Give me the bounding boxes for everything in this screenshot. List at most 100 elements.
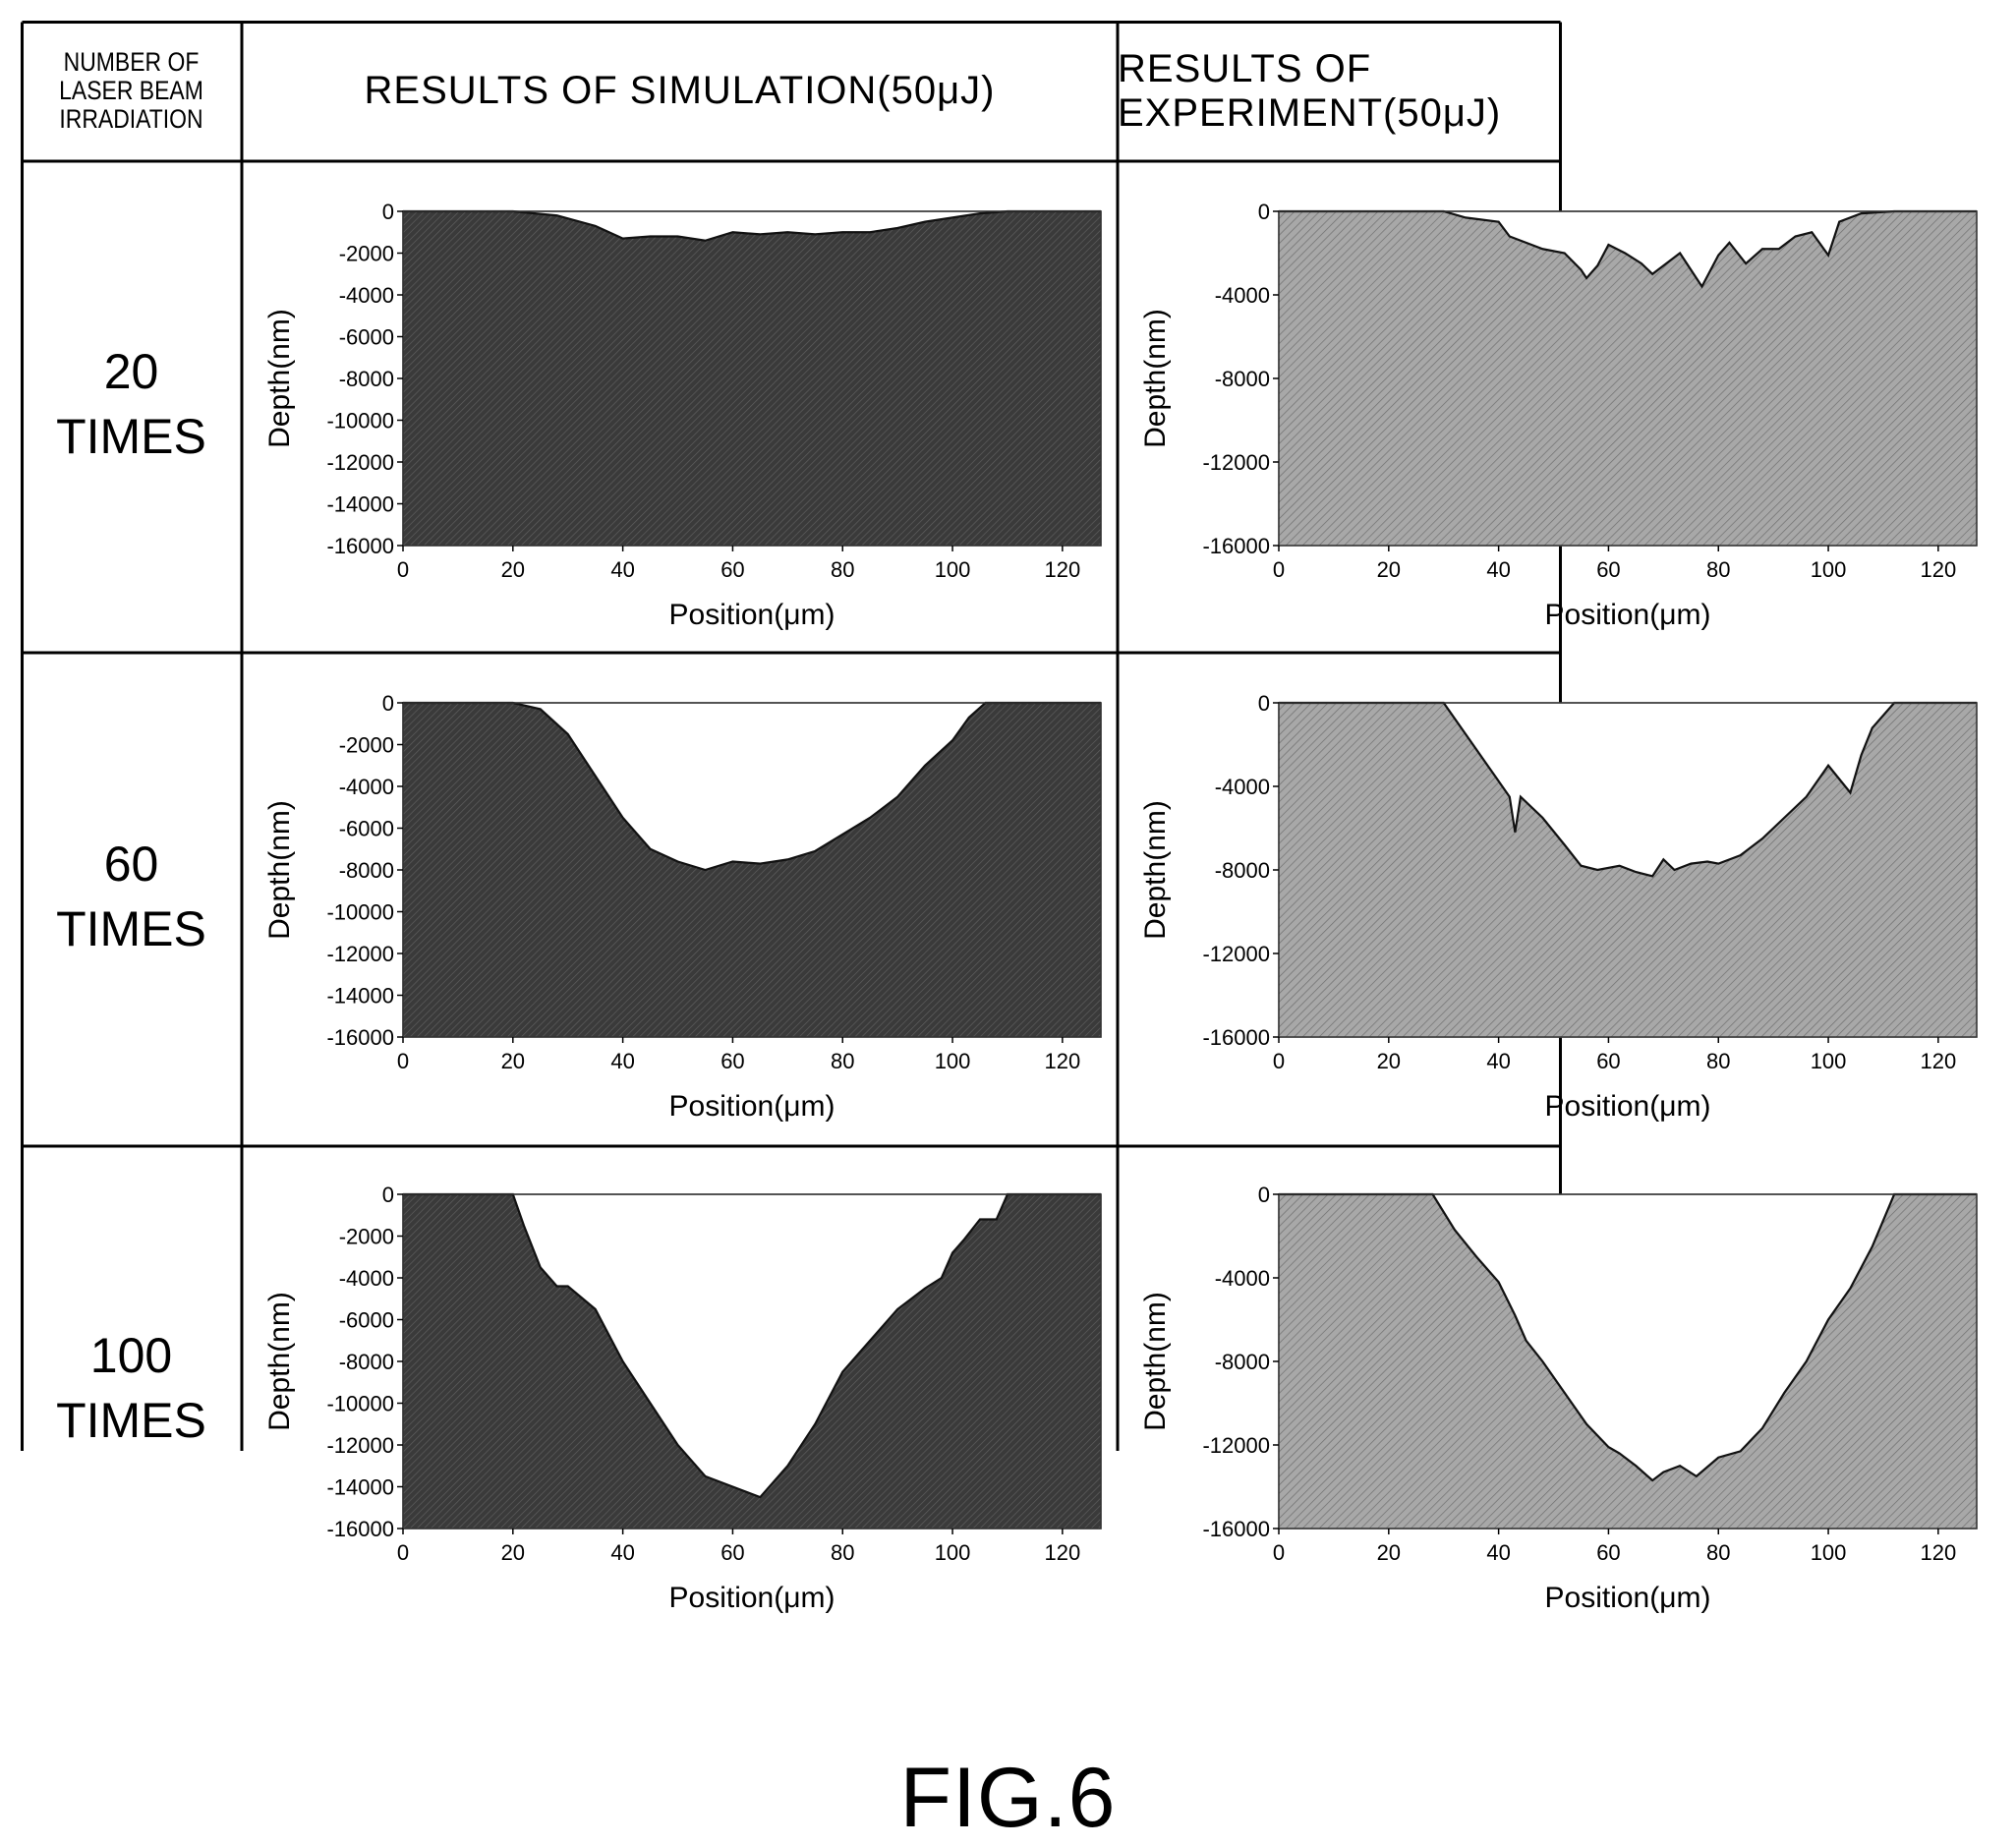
y-tick-label: -12000 <box>1202 942 1270 966</box>
y-axis-label: Depth(nm) <box>1139 1292 1172 1431</box>
y-tick-label: 0 <box>382 1183 394 1207</box>
y-tick-label: -4000 <box>1215 1266 1270 1291</box>
x-tick-label: 60 <box>720 1049 744 1073</box>
chart-svg: 0 -2000 -4000 -6000 -8000 -10000 -12000 -14000 -… <box>263 691 1102 1123</box>
x-tick-label: 0 <box>1273 557 1285 582</box>
y-tick-label: -16000 <box>1202 534 1270 558</box>
chart-100-times-simulation: 0 -2000 -4000 -6000 -8000 -10000 -12000 -14000 -… <box>246 1150 1111 1622</box>
y-axis-label: Depth(nm) <box>263 309 296 448</box>
x-tick-label: 40 <box>610 557 634 582</box>
x-tick-label: 0 <box>1273 1049 1285 1073</box>
experiment-column-header: RESULTS OF EXPERIMENT(50μJ) <box>1118 46 1502 135</box>
x-tick-label: 100 <box>935 557 971 582</box>
y-tick-label: -4000 <box>1215 283 1270 308</box>
x-tick-label: 120 <box>1045 1049 1081 1073</box>
y-tick-label: 0 <box>382 691 394 716</box>
corner-header-line-2: LASER BEAM <box>59 76 203 105</box>
x-tick-label: 120 <box>1921 1049 1957 1073</box>
x-tick-label: 100 <box>935 1049 971 1073</box>
row-label-100-times: 100 TIMES <box>21 1323 242 1453</box>
y-tick-label: -16000 <box>1202 1025 1270 1050</box>
y-tick-label: 0 <box>1258 691 1270 716</box>
y-tick-label: -8000 <box>1215 367 1270 391</box>
row-count-20: 20 <box>103 344 159 399</box>
x-tick-label: 20 <box>501 1049 525 1073</box>
y-tick-label: -14000 <box>326 492 394 517</box>
row-label-60-times: 60 TIMES <box>21 832 242 961</box>
x-tick-label: 0 <box>397 557 409 582</box>
figure-label: FIG.6 <box>899 1751 1117 1845</box>
depth-profile-line <box>403 1192 1101 1499</box>
chart-60-times-simulation: 0 -2000 -4000 -6000 -8000 -10000 -12000 -14000 -… <box>246 659 1111 1130</box>
x-tick-label: 20 <box>1377 1049 1401 1073</box>
y-tick-label: -6000 <box>339 1308 394 1333</box>
depth-profile-area <box>403 1194 1101 1529</box>
y-tick-label: 0 <box>1258 1183 1270 1207</box>
x-axis-label: Position(μm) <box>669 599 835 631</box>
x-tick-label: 80 <box>831 557 854 582</box>
x-tick-label: 80 <box>831 1049 854 1073</box>
y-tick-label: -12000 <box>1202 450 1270 475</box>
x-tick-label: 40 <box>610 1540 634 1565</box>
x-axis-label: Position(μm) <box>669 1090 835 1123</box>
depth-profile-area <box>1279 211 1977 546</box>
y-tick-label: -8000 <box>1215 1350 1270 1374</box>
x-tick-label: 60 <box>720 557 744 582</box>
y-axis-label: Depth(nm) <box>263 800 296 940</box>
row-unit-60: TIMES <box>56 901 206 956</box>
y-tick-label: -12000 <box>326 450 394 475</box>
x-tick-label: 80 <box>1706 1540 1730 1565</box>
x-tick-label: 120 <box>1921 557 1957 582</box>
x-tick-label: 20 <box>501 1540 525 1565</box>
row-count-100: 100 <box>89 1328 173 1383</box>
x-tick-label: 20 <box>1377 557 1401 582</box>
x-tick-label: 0 <box>1273 1540 1285 1565</box>
x-tick-label: 100 <box>1811 557 1847 582</box>
depth-profile-line <box>1279 701 1977 878</box>
y-tick-label: -8000 <box>339 1350 394 1374</box>
row-count-60: 60 <box>103 837 159 892</box>
y-tick-label: -6000 <box>339 325 394 350</box>
depth-profile-area <box>403 703 1101 1037</box>
x-tick-label: 80 <box>1706 1049 1730 1073</box>
y-tick-label: -12000 <box>326 1433 394 1458</box>
y-tick-label: 0 <box>1258 200 1270 224</box>
x-tick-label: 80 <box>1706 557 1730 582</box>
y-tick-label: -16000 <box>326 534 394 558</box>
chart-20-times-simulation: 0 -2000 -4000 -6000 -8000 -10000 -12000 -14000 -… <box>246 167 1111 639</box>
y-tick-label: -12000 <box>1202 1433 1270 1458</box>
simulation-column-header: RESULTS OF SIMULATION(50μJ) <box>364 69 996 112</box>
depth-profile-line <box>1279 209 1977 289</box>
x-tick-label: 120 <box>1045 1540 1081 1565</box>
x-tick-label: 60 <box>1596 1540 1620 1565</box>
y-tick-label: -8000 <box>1215 858 1270 883</box>
y-tick-label: -2000 <box>339 733 394 758</box>
corner-header-line-1: NUMBER OF <box>63 47 200 77</box>
row-unit-20: TIMES <box>56 409 206 464</box>
x-tick-label: 60 <box>720 1540 744 1565</box>
chart-svg: 0 -2000 -4000 -6000 -8000 -10000 -12000 -14000 -… <box>263 200 1102 631</box>
y-tick-label: -10000 <box>326 1392 394 1416</box>
depth-profile-area <box>1279 1194 1977 1529</box>
x-tick-label: 120 <box>1921 1540 1957 1565</box>
y-tick-label: -4000 <box>339 1266 394 1291</box>
chart-100-times-experiment: 0 -4000 -8000 -12000 -16000 0 20 40 60 80 100 120 Po… <box>1122 1150 1987 1622</box>
chart-60-times-experiment: 0 -4000 -8000 -12000 -16000 0 20 40 60 80 100 120 Po… <box>1122 659 1987 1130</box>
row-label-20-times: 20 TIMES <box>21 339 242 469</box>
row-unit-100: TIMES <box>56 1393 206 1448</box>
y-tick-label: -16000 <box>326 1025 394 1050</box>
y-tick-label: -12000 <box>326 942 394 966</box>
x-axis-label: Position(μm) <box>669 1582 835 1614</box>
depth-profile-line <box>403 701 1101 872</box>
x-tick-label: 100 <box>1811 1049 1847 1073</box>
x-tick-label: 120 <box>1045 557 1081 582</box>
y-axis-label: Depth(nm) <box>1139 309 1172 448</box>
figure-table-grid <box>21 21 1562 1451</box>
x-tick-label: 40 <box>1486 1049 1510 1073</box>
y-tick-label: -2000 <box>339 242 394 266</box>
chart-svg: 0 -2000 -4000 -6000 -8000 -10000 -12000 -14000 -… <box>263 1183 1102 1614</box>
x-tick-label: 40 <box>1486 557 1510 582</box>
x-tick-label: 80 <box>831 1540 854 1565</box>
